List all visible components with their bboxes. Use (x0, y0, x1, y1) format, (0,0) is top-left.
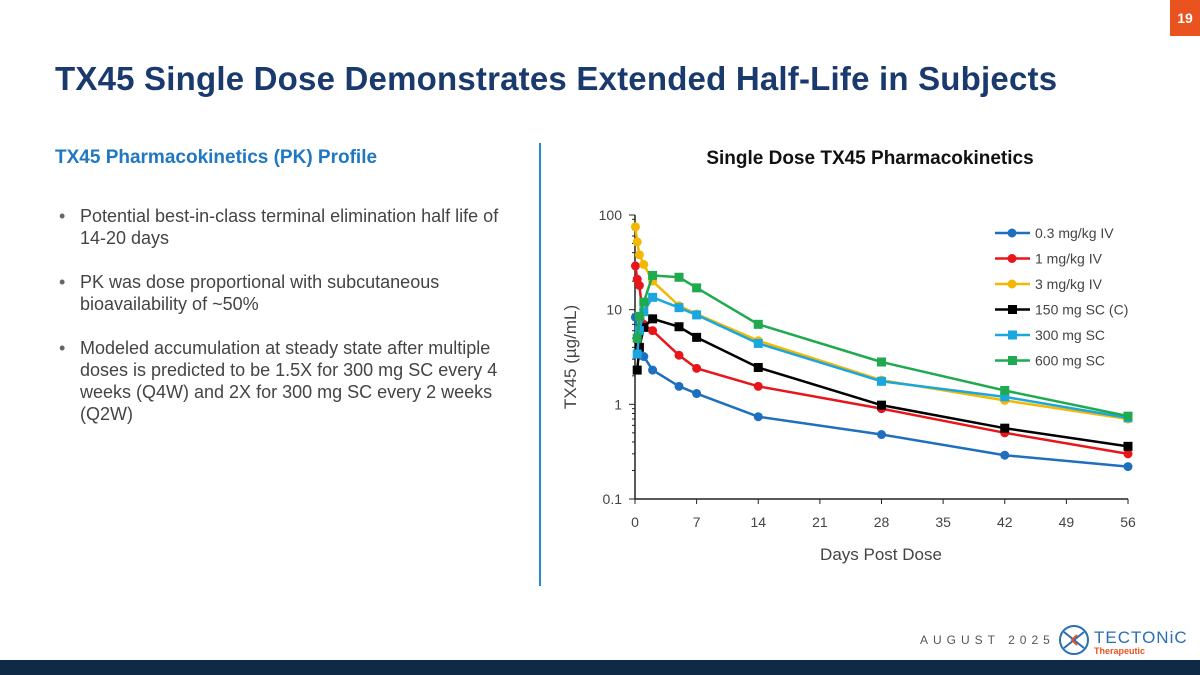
data-point (630, 261, 640, 271)
x-tick-label: 42 (997, 514, 1013, 530)
data-point (1000, 423, 1010, 433)
data-point (1123, 441, 1133, 451)
series-line (635, 295, 1129, 420)
data-point (1000, 450, 1010, 460)
y-tick-label: 100 (599, 207, 623, 223)
data-point (634, 250, 644, 260)
data-point (1123, 411, 1133, 421)
logo-text: TECTONiC (1094, 628, 1188, 647)
bullet-item: Modeled accumulation at steady state aft… (55, 337, 525, 425)
data-point (674, 322, 684, 332)
page-number: 19 (1170, 0, 1200, 36)
footer-bar (0, 660, 1200, 675)
data-point (753, 381, 763, 391)
logo-subtext: Therapeutic (1094, 646, 1145, 656)
x-axis-label: Days Post Dose (820, 545, 942, 564)
legend-marker (1008, 305, 1017, 314)
legend-marker (1007, 279, 1017, 289)
data-point (674, 350, 684, 360)
data-point (753, 362, 763, 372)
data-point (632, 349, 642, 359)
legend-label: 1 mg/kg IV (1035, 251, 1103, 267)
data-point (639, 297, 649, 307)
legend-label: 3 mg/kg IV (1035, 276, 1103, 292)
bullet-item: Potential best-in-class terminal elimina… (55, 205, 525, 249)
data-point (753, 319, 763, 329)
data-point (1000, 385, 1010, 395)
data-point (632, 237, 642, 247)
y-tick-label: 0.1 (603, 491, 623, 507)
x-tick-label: 35 (935, 514, 951, 530)
data-point (692, 310, 702, 320)
footer-date: AUGUST 2025 (920, 633, 1055, 647)
data-point (877, 400, 886, 410)
data-point (674, 272, 684, 282)
data-point (634, 311, 644, 321)
x-tick-label: 49 (1059, 514, 1075, 530)
data-point (632, 333, 642, 343)
legend-label: 300 mg SC (1035, 327, 1105, 343)
legend-label: 600 mg SC (1035, 353, 1105, 369)
data-point (674, 381, 684, 391)
legend-label: 150 mg SC (C) (1035, 302, 1128, 318)
data-point (877, 376, 886, 386)
legend-label: 0.3 mg/kg IV (1035, 225, 1114, 241)
data-point (648, 314, 658, 324)
data-point (753, 412, 763, 422)
data-point (648, 270, 658, 280)
data-point (634, 281, 644, 291)
y-tick-label: 10 (606, 302, 622, 318)
legend-marker (1008, 330, 1017, 340)
slide-title: TX45 Single Dose Demonstrates Extended H… (55, 60, 1058, 97)
y-axis-label: TX45 (µg/mL) (561, 305, 580, 409)
data-point (692, 389, 702, 399)
bullet-item: PK was dose proportional with subcutaneo… (55, 271, 525, 315)
bullet-list: Potential best-in-class terminal elimina… (55, 205, 525, 447)
data-point (648, 292, 658, 302)
legend-marker (1008, 356, 1017, 365)
divider (539, 143, 541, 586)
data-point (639, 307, 649, 317)
data-point (674, 303, 684, 313)
data-point (1123, 449, 1133, 459)
y-tick-label: 1 (614, 396, 622, 412)
company-logo: TECTONiC Therapeutic (1058, 623, 1188, 664)
data-point (634, 326, 644, 336)
data-point (1000, 392, 1010, 402)
x-tick-label: 0 (631, 514, 639, 530)
data-point (877, 430, 886, 440)
chart-title: Single Dose TX45 Pharmacokinetics (706, 148, 1034, 169)
data-point (648, 365, 658, 375)
data-point (753, 338, 763, 348)
data-point (692, 332, 702, 342)
data-point (639, 259, 649, 269)
data-point (632, 365, 642, 375)
x-tick-label: 28 (874, 514, 890, 530)
x-tick-label: 7 (693, 514, 701, 530)
section-heading: TX45 Pharmacokinetics (PK) Profile (55, 147, 378, 168)
data-point (692, 363, 702, 373)
series-line (635, 274, 1129, 418)
legend-marker (1007, 254, 1017, 263)
data-point (692, 283, 702, 293)
data-point (1123, 462, 1133, 472)
data-point (648, 326, 658, 336)
x-tick-label: 21 (812, 514, 828, 530)
data-point (877, 357, 886, 367)
legend-marker (1007, 228, 1017, 238)
x-tick-label: 56 (1120, 514, 1136, 530)
x-tick-label: 14 (750, 514, 766, 530)
data-point (630, 222, 640, 232)
data-point (634, 342, 644, 352)
